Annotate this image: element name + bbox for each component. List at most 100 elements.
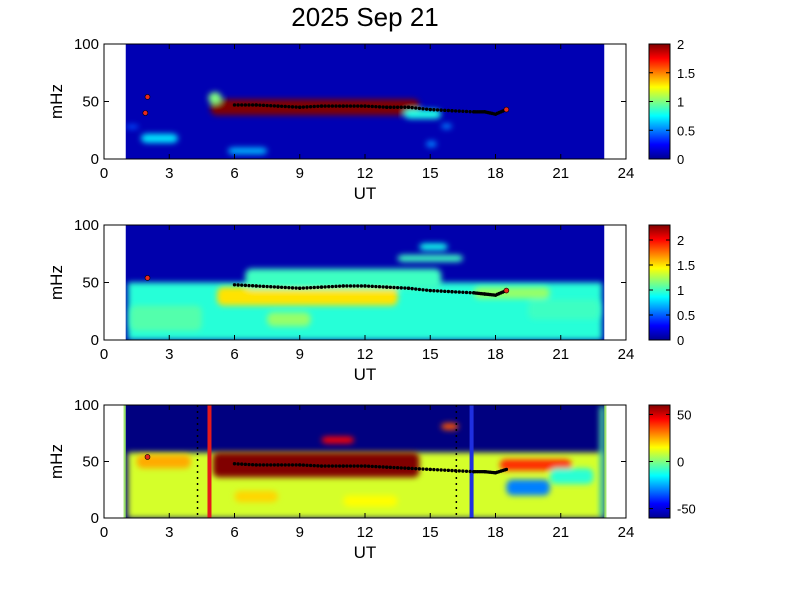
- peak-point: [399, 466, 403, 470]
- peak-point: [301, 105, 306, 109]
- peak-point: [276, 463, 280, 467]
- peak-point: [283, 285, 287, 290]
- spectrogram-blob: [125, 124, 139, 130]
- peak-point: [337, 284, 342, 288]
- peak-point: [374, 104, 378, 109]
- peak-mark: [142, 110, 149, 116]
- peak-point: [232, 462, 237, 466]
- spectrogram-blob: [549, 468, 594, 485]
- spectrogram-blob: [397, 254, 463, 262]
- peak-point: [334, 284, 338, 289]
- colorbar-tick-label: 0.5: [677, 308, 695, 323]
- x-tick-label: 24: [618, 165, 635, 182]
- spectrogram-blob: [208, 92, 222, 104]
- x-tick-label: 12: [357, 346, 374, 363]
- peak-point: [341, 464, 345, 468]
- peak-trace: [144, 454, 509, 475]
- peak-point: [240, 103, 244, 107]
- peak-point: [287, 285, 291, 290]
- peak-point: [279, 463, 284, 467]
- peak-point: [323, 285, 327, 289]
- peak-point: [464, 469, 469, 473]
- peak-point: [428, 107, 432, 112]
- x-tick-label: 3: [165, 165, 173, 182]
- peak-point: [450, 290, 454, 294]
- peak-point: [446, 108, 451, 113]
- colorbar-tick-label: 0: [677, 333, 684, 348]
- peak-point: [363, 284, 367, 288]
- peak-point: [334, 464, 338, 468]
- peak-point: [435, 108, 440, 112]
- peak-point: [283, 463, 287, 467]
- peak-point: [381, 285, 385, 289]
- peak-point: [330, 464, 335, 468]
- peak-point: [261, 463, 266, 467]
- peak-mark: [503, 106, 510, 113]
- peak-point: [348, 464, 353, 468]
- peak-point: [319, 464, 324, 468]
- peak-point: [453, 290, 458, 294]
- peak-point: [352, 464, 356, 468]
- peak-point: [337, 104, 342, 108]
- peak-point: [283, 104, 287, 109]
- peak-point: [298, 463, 302, 467]
- peak-mark: [503, 287, 510, 294]
- peak-point: [327, 464, 331, 468]
- peak-point: [457, 109, 461, 113]
- x-tick-label: 18: [487, 524, 504, 541]
- peak-point: [290, 286, 295, 290]
- peak-point: [381, 105, 385, 109]
- colorbar-tick-label: 1: [677, 283, 684, 298]
- peak-point: [399, 286, 403, 290]
- spectrogram-blob: [425, 140, 437, 148]
- peak-point: [432, 108, 436, 112]
- x-tick-label: 0: [100, 524, 108, 541]
- peak-point: [468, 469, 472, 474]
- peak-point: [403, 286, 407, 290]
- peak-point: [345, 284, 349, 288]
- peak-point: [319, 104, 324, 108]
- y-tick-label: 100: [74, 217, 99, 234]
- spectrogram-blob: [245, 268, 442, 290]
- peak-point: [504, 467, 509, 472]
- peak-point: [243, 462, 248, 467]
- peak-point: [443, 108, 447, 113]
- peak-point: [399, 105, 403, 109]
- peak-point: [272, 104, 277, 108]
- x-axis-label: UT: [354, 184, 377, 203]
- peak-point: [421, 107, 425, 111]
- peak-mark: [144, 275, 151, 281]
- panel-2: 0 3 6 9 12 15 18 21 24 0 50 100 UT mHz 0 0.5 1 1.5 2: [47, 217, 695, 384]
- peak-point: [435, 289, 440, 293]
- spectrogram-blob: [419, 243, 448, 251]
- peak-point: [461, 290, 465, 294]
- peak-point: [424, 467, 429, 471]
- peak-point: [443, 468, 447, 472]
- x-tick-label: 18: [487, 346, 504, 363]
- spectrogram-blob: [234, 490, 278, 503]
- peak-point: [363, 464, 367, 468]
- peak-point: [330, 104, 335, 108]
- spectrogram-blobs: [136, 405, 605, 518]
- spectrogram-blob: [441, 423, 459, 430]
- peak-point: [392, 105, 396, 109]
- peak-point: [261, 103, 266, 108]
- peak-point: [381, 465, 385, 469]
- peak-point: [258, 463, 262, 467]
- panel-3: 0 3 6 9 12 15 18 21 24 0 50 100 UT mHz -50 0 50: [47, 397, 696, 562]
- x-tick-label: 15: [422, 346, 439, 363]
- peak-point: [446, 289, 451, 294]
- peak-point: [421, 467, 425, 471]
- peak-point: [247, 103, 251, 107]
- peak-point: [250, 463, 255, 467]
- peak-point: [410, 466, 414, 471]
- peak-point: [417, 467, 422, 471]
- colorbar: -50 0 50: [648, 404, 696, 519]
- peak-point: [385, 285, 389, 289]
- peak-point: [254, 284, 258, 288]
- x-tick-label: 0: [100, 346, 108, 363]
- peak-point: [450, 468, 454, 473]
- spectrogram-blob: [343, 495, 398, 507]
- spectrogram-blob: [140, 133, 178, 143]
- x-tick-label: 3: [165, 524, 173, 541]
